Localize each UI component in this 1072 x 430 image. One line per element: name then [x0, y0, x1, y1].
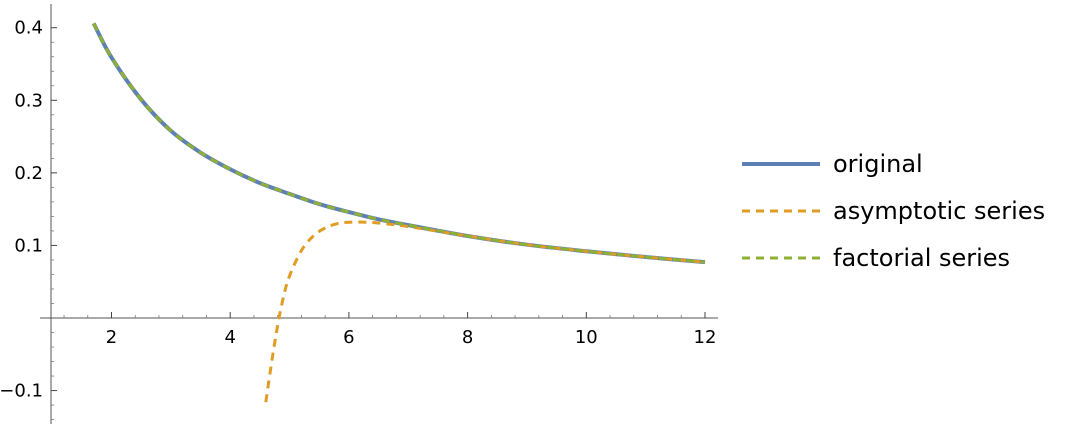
y-tick-label: 0.3 — [14, 90, 43, 111]
legend-label-original: original — [833, 150, 923, 178]
x-tick-label: 8 — [462, 327, 473, 348]
series-group — [91, 22, 706, 403]
legend: original asymptotic series factorial serie… — [742, 150, 1045, 272]
x-tick-label: 10 — [575, 327, 598, 348]
legend-label-asymptotic-series: asymptotic series — [833, 197, 1045, 225]
x-tick-label: 2 — [106, 327, 117, 348]
legend-label-factorial-series: factorial series — [833, 244, 1010, 272]
y-tick-label: 0.4 — [14, 18, 43, 39]
x-tick-label: 4 — [224, 327, 235, 348]
y-tick-label: 0.1 — [14, 235, 43, 256]
series-line-factorial-series — [92, 22, 706, 264]
series-line-original — [91, 22, 706, 265]
series-line-asymptotic-series — [264, 220, 706, 403]
y-tick-label: −0.1 — [0, 381, 43, 402]
axes: 2 4 6 8 10 12 −0.1 0.1 0.2 0.3 0.4 — [0, 4, 718, 424]
y-tick-label: 0.2 — [14, 163, 43, 184]
x-tick-label: 6 — [343, 327, 354, 348]
x-tick-label: 12 — [694, 327, 717, 348]
